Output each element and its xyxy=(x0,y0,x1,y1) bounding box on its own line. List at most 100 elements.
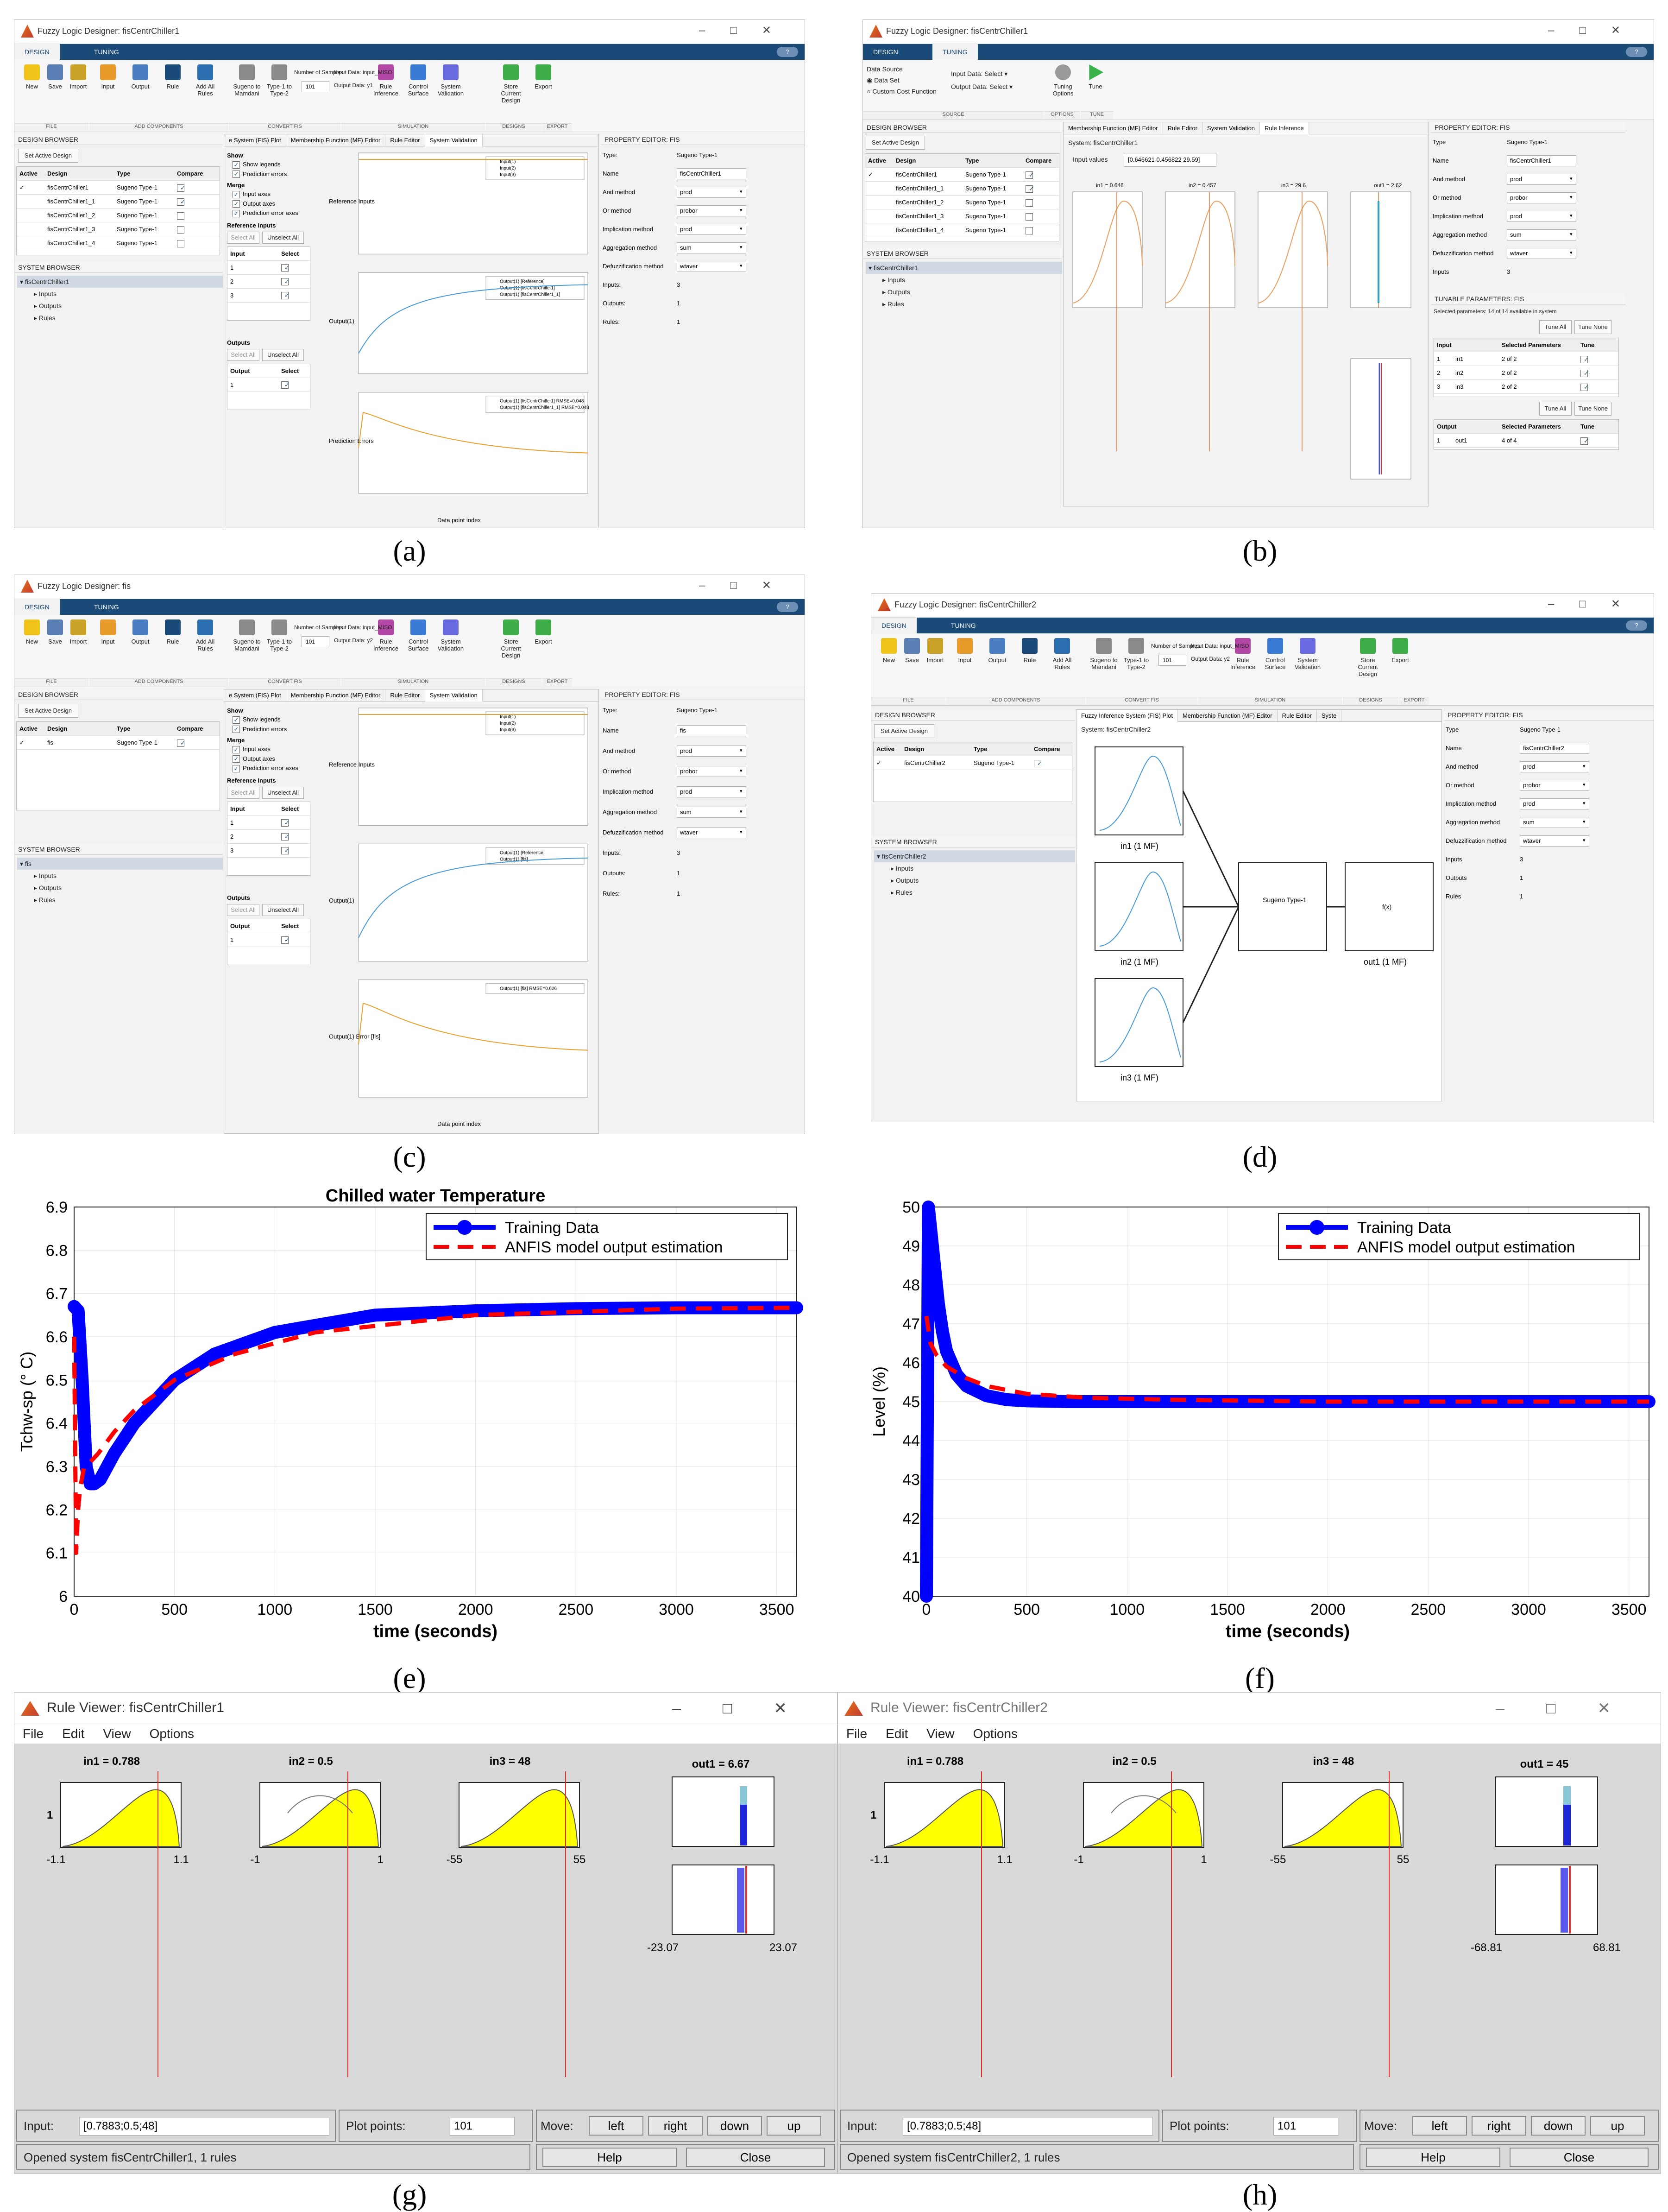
checkbox[interactable]: ✓ xyxy=(233,726,240,733)
move-down-button[interactable]: down xyxy=(707,2116,762,2136)
dropdown-chevron-icon[interactable]: ▾ xyxy=(1570,213,1573,219)
toolbar-control-surface-button[interactable]: Control Surface xyxy=(1260,638,1290,670)
toolbar-control-surface-button[interactable]: Control Surface xyxy=(403,64,433,97)
dropdown-chevron-icon[interactable]: ▾ xyxy=(740,189,743,195)
tab-tuning[interactable]: TUNING xyxy=(932,44,978,60)
help-icon[interactable]: ? xyxy=(1626,47,1647,57)
toolbar-rule-inference-button[interactable]: Rule Inference xyxy=(371,619,401,652)
toolbar-export-button[interactable]: Export xyxy=(529,64,558,90)
doc-tab[interactable]: e System (FIS) Plot xyxy=(224,689,286,702)
tune-none-button[interactable]: Tune None xyxy=(1574,320,1611,334)
dropdown-chevron-icon[interactable]: ▾ xyxy=(740,809,743,815)
dropdown-chevron-icon[interactable]: ▾ xyxy=(740,768,743,774)
dropdown-chevron-icon[interactable]: ▾ xyxy=(740,208,743,213)
compare-checkbox[interactable] xyxy=(177,212,184,220)
tree-node-fis[interactable]: ▾ fisCentrChiller2 xyxy=(874,850,1075,862)
table-row[interactable]: 2 in2 2 of 2 ✓ xyxy=(1434,366,1618,380)
input-data-select[interactable]: Input Data: Select ▾ xyxy=(951,70,1008,77)
toolbar-system-validation-button[interactable]: System Validation xyxy=(436,619,466,652)
show-option[interactable]: ✓ Prediction errors xyxy=(233,726,324,733)
toolbar-save-button[interactable]: Save xyxy=(897,638,927,664)
toolbar-store-current-design-button[interactable]: Store Current Design xyxy=(496,64,526,104)
property-value[interactable]: fisCentrChiller2 xyxy=(1520,743,1589,754)
tune-checkbox[interactable]: ✓ xyxy=(1580,355,1589,363)
compare-checkbox[interactable] xyxy=(1026,227,1033,234)
tree-node-outputs[interactable]: ▸ Outputs xyxy=(34,302,62,310)
property-value[interactable]: fisCentrChiller1 xyxy=(677,168,746,179)
tab-design[interactable]: DESIGN xyxy=(14,44,60,60)
input-vector-field[interactable]: [0.7883;0.5;48] xyxy=(903,2117,1153,2136)
move-up-button[interactable]: up xyxy=(767,2116,821,2136)
unselect-all-button[interactable]: Unselect All xyxy=(262,786,304,799)
menu-file[interactable]: File xyxy=(846,1726,868,1741)
unselect-all-button[interactable]: Unselect All xyxy=(262,904,304,916)
property-value[interactable]: probor xyxy=(1507,192,1576,203)
show-option[interactable]: ✓ Show legends xyxy=(233,716,324,724)
tree-node-fis[interactable]: ▾ fisCentrChiller1 xyxy=(17,276,223,288)
compare-checkbox[interactable]: ✓ xyxy=(1026,185,1034,193)
dropdown-chevron-icon[interactable]: ▾ xyxy=(740,263,743,269)
plot-points-field[interactable]: 101 xyxy=(1273,2117,1338,2136)
toolbar-system-validation-button[interactable]: System Validation xyxy=(436,64,466,97)
window-controls[interactable]: –□✕ xyxy=(1496,1700,1652,1717)
tune-button[interactable]: Tune xyxy=(1081,64,1110,90)
checkbox[interactable]: ✓ xyxy=(233,755,240,763)
toolbar-rule-inference-button[interactable]: Rule Inference xyxy=(1228,638,1258,670)
dropdown-chevron-icon[interactable]: ▾ xyxy=(740,226,743,232)
toolbar-control-surface-button[interactable]: Control Surface xyxy=(403,619,433,652)
select-all-button[interactable]: Select All xyxy=(227,904,259,916)
merge-option[interactable]: ✓ Input axes xyxy=(233,746,324,753)
toolbar-save-button[interactable]: Save xyxy=(40,64,70,90)
toolbar-save-button[interactable]: Save xyxy=(40,619,70,645)
table-row[interactable]: 1 ✓ xyxy=(227,933,310,947)
checkbox[interactable]: ✓ xyxy=(281,936,290,944)
select-all-button[interactable]: Select All xyxy=(227,786,259,799)
set-active-design-button[interactable]: Set Active Design xyxy=(18,149,78,163)
table-row[interactable]: ✓ fisCentrChiller1 Sugeno Type-1 ✓ xyxy=(865,168,1059,182)
tab-tuning[interactable]: TUNING xyxy=(951,622,976,629)
output-data-select[interactable]: Output Data: Select ▾ xyxy=(951,83,1013,90)
compare-checkbox[interactable]: ✓ xyxy=(177,198,185,206)
property-value[interactable]: prod xyxy=(677,746,746,757)
menu-file[interactable]: File xyxy=(23,1726,44,1741)
property-value[interactable]: sum xyxy=(677,807,746,818)
property-value[interactable]: fis xyxy=(677,725,746,736)
input-data-select[interactable]: Input Data: input_MISO xyxy=(334,69,392,76)
checkbox[interactable]: ✓ xyxy=(233,190,240,198)
doc-tab[interactable]: System Validation xyxy=(425,689,483,702)
select-all-button[interactable]: Select All xyxy=(227,231,259,244)
checkbox[interactable]: ✓ xyxy=(281,264,290,272)
table-row[interactable]: fisCentrChiller1_3 Sugeno Type-1 xyxy=(17,222,220,236)
table-row[interactable]: 3 ✓ xyxy=(227,844,310,858)
toolbar-output-button[interactable]: Output xyxy=(126,619,155,645)
property-value[interactable]: sum xyxy=(1520,817,1589,828)
toolbar-new-button[interactable]: New xyxy=(17,619,47,645)
property-value[interactable]: wtaver xyxy=(677,827,746,838)
compare-checkbox[interactable]: ✓ xyxy=(1034,759,1042,767)
tree-node-inputs[interactable]: ▸ Inputs xyxy=(34,872,57,879)
property-value[interactable]: fisCentrChiller1 xyxy=(1507,155,1576,166)
merge-option[interactable]: ✓ Prediction error axes xyxy=(233,209,324,217)
help-button[interactable]: Help xyxy=(1366,2148,1500,2167)
checkbox[interactable]: ✓ xyxy=(233,171,240,178)
compare-checkbox[interactable] xyxy=(1026,213,1033,221)
table-row[interactable]: 3 in3 2 of 2 ✓ xyxy=(1434,380,1618,394)
table-row[interactable]: ✓ fis Sugeno Type-1 ✓ xyxy=(17,736,220,750)
help-icon[interactable]: ? xyxy=(777,602,798,612)
toolbar-type-1-to-type-2-button[interactable]: Type-1 to Type-2 xyxy=(264,64,294,97)
compare-checkbox[interactable]: ✓ xyxy=(1026,171,1034,179)
table-row[interactable]: ✓ fisCentrChiller1 Sugeno Type-1 ✓ xyxy=(17,181,220,195)
toolbar-input-button[interactable]: Input xyxy=(950,638,980,664)
tune-all-button-2[interactable]: Tune All xyxy=(1539,402,1572,416)
toolbar-import-button[interactable]: Import xyxy=(920,638,950,664)
doc-tab[interactable]: Membership Function (MF) Editor xyxy=(286,689,386,702)
compare-checkbox[interactable]: ✓ xyxy=(177,739,185,747)
move-right-button[interactable]: right xyxy=(648,2116,703,2136)
tree-node-inputs[interactable]: ▸ Inputs xyxy=(34,290,57,297)
input-vector-field[interactable]: [0.7883;0.5;48] xyxy=(79,2117,329,2136)
radio-custom-cost[interactable]: ○ Custom Cost Function xyxy=(867,88,937,95)
doc-tab[interactable]: System Validation xyxy=(1202,122,1260,134)
property-value[interactable]: wtaver xyxy=(1520,835,1589,847)
table-row[interactable]: 3 ✓ xyxy=(227,289,310,303)
dropdown-chevron-icon[interactable]: ▾ xyxy=(1583,819,1586,825)
